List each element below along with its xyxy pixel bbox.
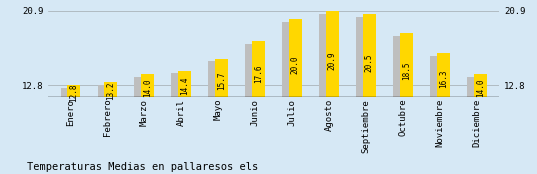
Bar <box>320 14 330 97</box>
Text: 15.7: 15.7 <box>217 72 226 90</box>
Bar <box>104 82 117 97</box>
Bar <box>430 56 441 97</box>
Bar <box>400 33 413 97</box>
Text: Temperaturas Medias en pallaresos els: Temperaturas Medias en pallaresos els <box>27 162 258 172</box>
Bar <box>208 61 219 97</box>
Bar <box>467 77 477 97</box>
Bar <box>98 85 108 97</box>
Text: 14.0: 14.0 <box>143 78 152 97</box>
Bar <box>245 44 256 97</box>
Text: 16.3: 16.3 <box>439 70 448 88</box>
Text: 13.2: 13.2 <box>106 82 115 100</box>
Bar <box>357 17 367 97</box>
Text: 14.4: 14.4 <box>180 77 189 96</box>
Bar <box>393 36 404 97</box>
Bar <box>171 73 182 97</box>
Text: 14.0: 14.0 <box>476 78 485 97</box>
Bar <box>282 22 293 97</box>
Bar <box>289 19 302 97</box>
Text: 20.5: 20.5 <box>365 53 374 72</box>
Text: 20.0: 20.0 <box>291 55 300 74</box>
Bar <box>252 41 265 97</box>
Text: 18.5: 18.5 <box>402 61 411 80</box>
Bar <box>67 85 80 97</box>
Bar <box>141 74 154 97</box>
Text: 20.9: 20.9 <box>328 52 337 70</box>
Bar <box>134 77 145 97</box>
Bar <box>363 14 376 97</box>
Text: 17.6: 17.6 <box>254 65 263 83</box>
Bar <box>215 59 228 97</box>
Bar <box>326 11 339 97</box>
Text: 12.8: 12.8 <box>69 83 78 102</box>
Bar <box>437 53 449 97</box>
Bar <box>474 74 487 97</box>
Bar <box>178 71 191 97</box>
Bar <box>61 88 71 97</box>
